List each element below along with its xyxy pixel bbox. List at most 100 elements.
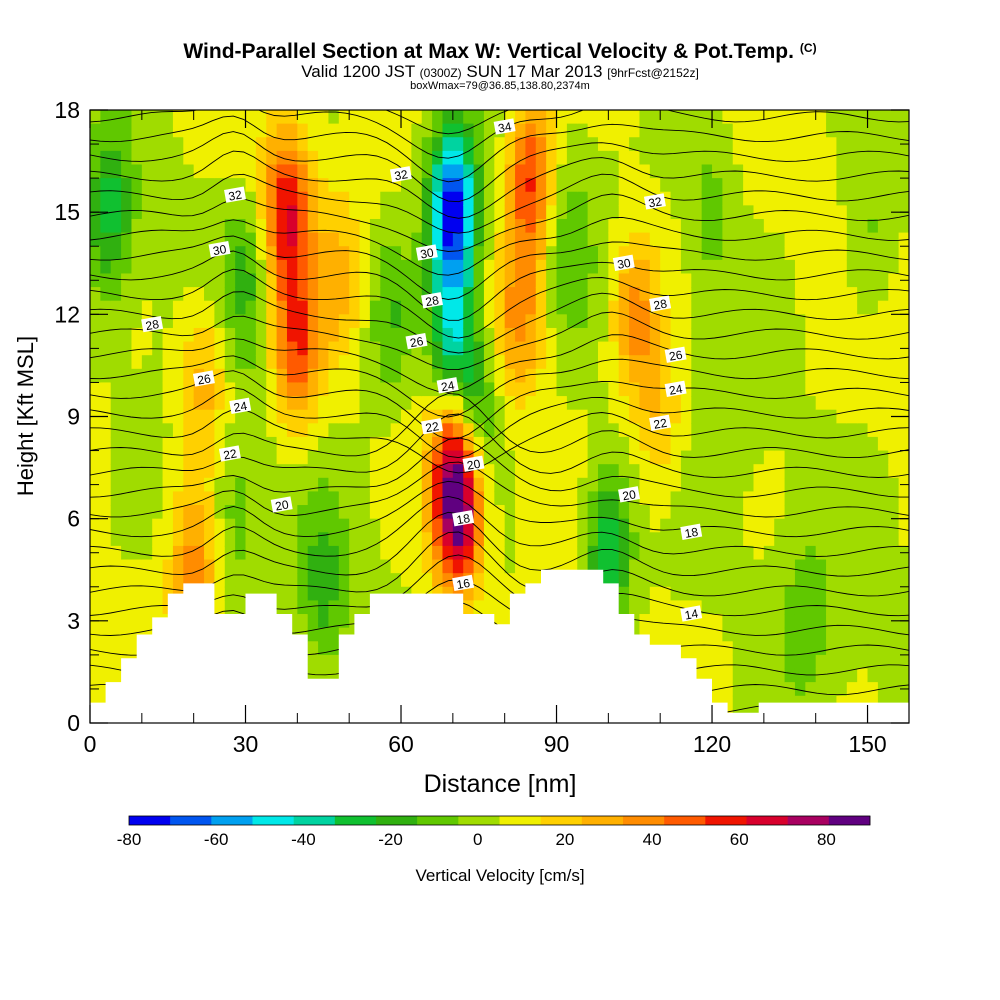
velocity-cell: [473, 409, 485, 424]
x-tick-label: 90: [544, 731, 570, 757]
velocity-cell: [214, 382, 226, 397]
velocity-cell: [898, 600, 909, 615]
velocity-cell: [286, 123, 298, 138]
velocity-cell: [753, 191, 765, 206]
velocity-cell: [494, 491, 506, 506]
colorbar-swatch: [417, 816, 459, 825]
y-tick-label: 12: [54, 301, 80, 327]
velocity-cell: [131, 559, 143, 574]
velocity-cell: [794, 654, 806, 670]
velocity-cell: [110, 573, 122, 588]
velocity-cell: [214, 232, 226, 247]
velocity-cell: [774, 518, 786, 533]
velocity-cell: [380, 368, 392, 384]
velocity-cell: [255, 273, 267, 288]
velocity-cell: [732, 695, 744, 710]
velocity-cell: [867, 341, 879, 356]
velocity-cell: [701, 491, 713, 506]
colorbar-tick-label: -80: [117, 830, 142, 849]
velocity-cell: [349, 559, 361, 574]
velocity-cell: [608, 423, 620, 438]
theta-label-bg: [218, 445, 241, 462]
velocity-cell: [525, 341, 537, 356]
velocity-cell: [255, 218, 267, 234]
velocity-cell: [618, 559, 630, 574]
velocity-cell: [152, 436, 164, 452]
velocity-cell: [338, 614, 350, 629]
velocity-cell: [214, 559, 226, 574]
velocity-cell: [857, 382, 869, 397]
velocity-cell: [121, 450, 133, 465]
velocity-cell: [629, 123, 641, 138]
velocity-cell: [235, 518, 247, 533]
velocity-cell: [100, 436, 112, 452]
velocity-cell: [639, 287, 651, 302]
colorbar-swatch: [787, 816, 830, 825]
theta-contour-line: [90, 150, 909, 219]
theta-contour-line: [90, 355, 909, 418]
velocity-cell: [629, 600, 641, 615]
velocity-cell: [722, 627, 734, 642]
colorbar: -80 -60 -40 -20 0 20 40 60 80: [117, 815, 871, 849]
velocity-cell: [794, 477, 806, 493]
velocity-cell: [525, 218, 537, 234]
velocity-cell: [753, 287, 765, 302]
velocity-cell: [836, 205, 848, 220]
velocity-cell: [183, 505, 195, 520]
velocity-cell: [701, 545, 713, 561]
velocity-cell: [286, 518, 298, 533]
velocity-cell: [152, 573, 164, 588]
velocity-cell: [100, 627, 112, 642]
velocity-cell: [473, 246, 485, 261]
velocity-cell: [286, 205, 298, 220]
velocity-cell: [328, 314, 340, 329]
velocity-cell: [836, 259, 848, 275]
velocity-cell: [691, 586, 703, 601]
velocity-cell: [338, 532, 350, 547]
velocity-cell: [660, 110, 672, 125]
velocity-cell: [442, 259, 454, 275]
velocity-cell: [515, 191, 527, 206]
velocity-cell: [266, 327, 278, 343]
velocity-cell: [753, 627, 765, 642]
velocity-cell: [680, 110, 692, 125]
velocity-cell: [307, 300, 319, 315]
velocity-cell: [380, 423, 392, 438]
velocity-cell: [515, 423, 527, 438]
velocity-cell: [359, 178, 371, 193]
velocity-cell: [432, 559, 444, 574]
velocity-cell: [629, 450, 641, 465]
velocity-cell: [546, 178, 558, 193]
velocity-cell: [826, 614, 838, 629]
velocity-cell: [121, 627, 133, 642]
velocity-cell: [141, 355, 153, 370]
velocity-cell: [587, 327, 599, 343]
velocity-cell: [463, 327, 475, 343]
velocity-cell: [712, 368, 723, 384]
velocity-cell: [411, 164, 423, 179]
velocity-cell: [318, 232, 330, 247]
velocity-cell: [753, 491, 765, 506]
velocity-cell: [90, 518, 101, 533]
velocity-cell: [266, 464, 278, 479]
velocity-cell: [826, 232, 838, 247]
velocity-cell: [660, 573, 672, 588]
velocity-cell: [338, 314, 350, 329]
velocity-cell: [877, 614, 889, 629]
velocity-cell: [328, 532, 340, 547]
velocity-cell: [307, 150, 319, 166]
velocity-cell: [701, 518, 713, 533]
velocity-cell: [546, 191, 558, 206]
velocity-cell: [442, 545, 454, 561]
theta-label-bg: [618, 486, 640, 503]
velocity-cell: [286, 218, 298, 234]
velocity-cell: [639, 327, 651, 343]
velocity-cell: [110, 232, 122, 247]
velocity-cell: [452, 559, 464, 574]
velocity-cell: [867, 396, 879, 411]
velocity-cell: [525, 164, 537, 179]
velocity-cell: [100, 164, 112, 179]
velocity-cell: [183, 150, 195, 166]
theta-label-bg: [405, 332, 428, 350]
velocity-cell: [463, 164, 475, 179]
